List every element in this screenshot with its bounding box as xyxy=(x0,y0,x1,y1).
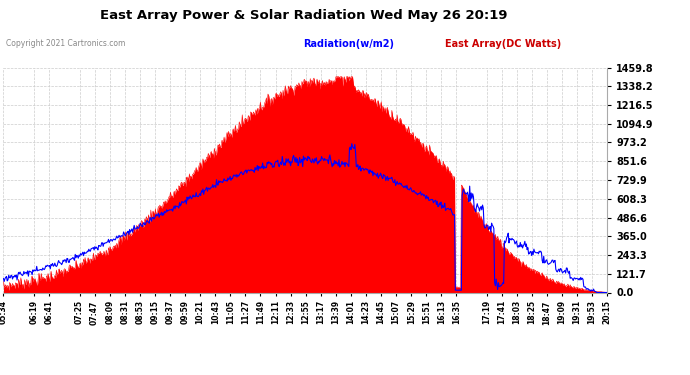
Text: East Array Power & Solar Radiation Wed May 26 20:19: East Array Power & Solar Radiation Wed M… xyxy=(100,9,507,22)
Text: Radiation(w/m2): Radiation(w/m2) xyxy=(304,39,395,50)
Text: Copyright 2021 Cartronics.com: Copyright 2021 Cartronics.com xyxy=(6,39,125,48)
Text: East Array(DC Watts): East Array(DC Watts) xyxy=(445,39,561,50)
